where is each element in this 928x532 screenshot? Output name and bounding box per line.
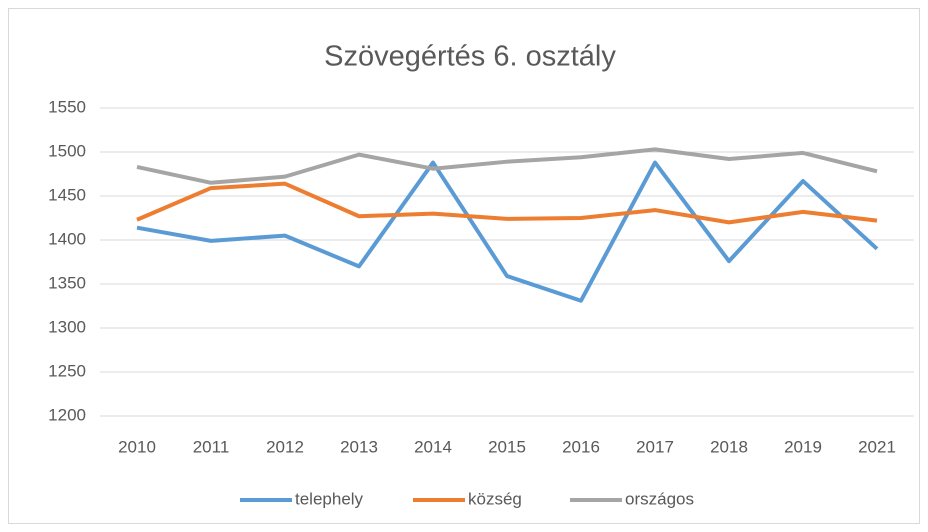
y-tick-label: 1500 bbox=[48, 141, 86, 160]
y-tick-label: 1200 bbox=[48, 405, 86, 424]
line-series bbox=[136, 181, 878, 225]
legend-label: országos bbox=[625, 489, 694, 508]
x-tick-label: 2012 bbox=[266, 437, 304, 456]
chart-title: Szövegértés 6. osztály bbox=[324, 41, 616, 73]
chart-frame bbox=[8, 8, 920, 524]
x-tick-label: 2017 bbox=[636, 437, 674, 456]
line-series bbox=[136, 147, 878, 185]
x-tick-label: 2015 bbox=[488, 437, 526, 456]
x-tick-label: 2014 bbox=[414, 437, 452, 456]
y-tick-label: 1400 bbox=[48, 229, 86, 248]
x-tick-label: 2013 bbox=[340, 437, 378, 456]
y-tick-label: 1250 bbox=[48, 361, 86, 380]
legend-label: telephely bbox=[295, 489, 364, 508]
x-tick-label: 2011 bbox=[193, 437, 230, 456]
y-tick-label: 1550 bbox=[48, 97, 86, 116]
x-tick-label: 2018 bbox=[710, 437, 748, 456]
y-tick-label: 1300 bbox=[48, 317, 86, 336]
legend-label: község bbox=[468, 489, 522, 508]
x-tick-label: 2010 bbox=[118, 437, 156, 456]
x-tick-label: 2016 bbox=[562, 437, 600, 456]
line-series bbox=[136, 160, 879, 303]
x-tick-label: 2021 bbox=[858, 437, 896, 456]
x-tick-label: 2019 bbox=[784, 437, 822, 456]
y-tick-label: 1450 bbox=[48, 185, 86, 204]
y-tick-label: 1350 bbox=[48, 273, 86, 292]
